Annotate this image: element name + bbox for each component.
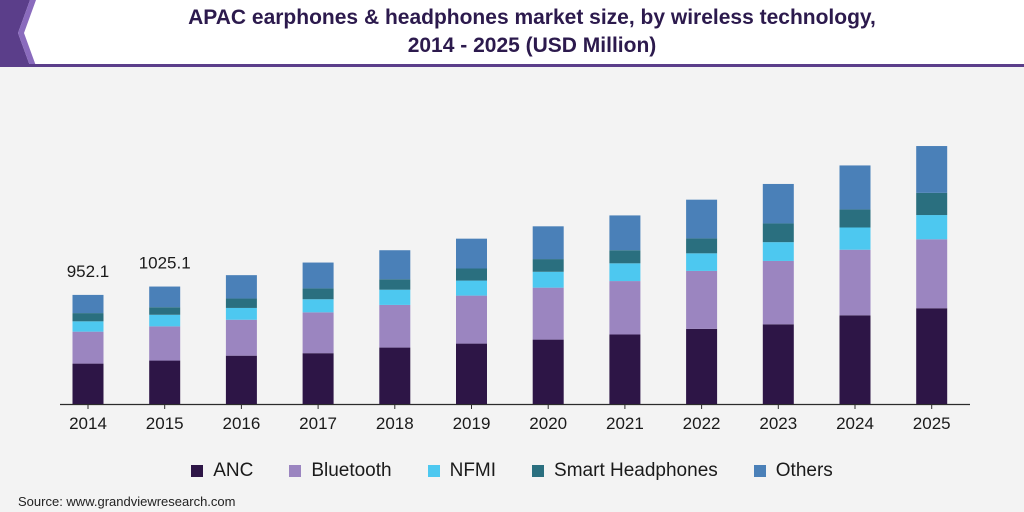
- legend-label-bluetooth: Bluetooth: [311, 460, 392, 481]
- legend-item-smart-headphones: Smart Headphones: [532, 460, 718, 482]
- bar-bluetooth-2018: [379, 304, 411, 348]
- bar-bluetooth-2014: [72, 331, 104, 364]
- bar-anc-2015: [149, 360, 181, 404]
- bar-bluetooth-2023: [762, 260, 794, 325]
- bar-others-2014: [72, 294, 104, 314]
- bar-nfmi-2014: [72, 321, 104, 332]
- bar-bluetooth-2015: [149, 326, 181, 361]
- legend-item-bluetooth: Bluetooth: [289, 460, 392, 482]
- bar-nfmi-2019: [456, 280, 487, 296]
- bar-smart-headphones-2017: [302, 288, 334, 300]
- bar-bluetooth-2016: [225, 319, 257, 356]
- x-tick-label-2017: 2017: [299, 414, 337, 433]
- bar-smart-headphones-2020: [532, 259, 564, 272]
- x-tick-label-2014: 2014: [69, 414, 107, 433]
- bar-others-2025: [916, 146, 948, 193]
- bar-others-2017: [302, 262, 334, 289]
- bar-anc-2017: [302, 353, 334, 404]
- bar-nfmi-2021: [609, 263, 641, 282]
- chart-legend: ANC Bluetooth NFMI Smart Headphones Others: [0, 458, 1024, 484]
- bar-others-2021: [609, 215, 641, 251]
- bar-smart-headphones-2025: [916, 192, 948, 216]
- bar-anc-2014: [72, 363, 104, 404]
- bar-smart-headphones-2024: [839, 209, 871, 228]
- bar-bluetooth-2017: [302, 312, 334, 354]
- bar-nfmi-2022: [686, 253, 718, 271]
- bar-smart-headphones-2018: [379, 279, 411, 290]
- chart-title: APAC earphones & headphones market size,…: [60, 4, 1004, 60]
- bar-nfmi-2024: [839, 227, 871, 250]
- bar-smart-headphones-2023: [762, 223, 794, 243]
- x-tick-label-2023: 2023: [759, 414, 797, 433]
- bar-others-2016: [225, 275, 257, 299]
- bar-nfmi-2020: [532, 271, 564, 288]
- legend-swatch-nfmi: [427, 465, 440, 477]
- x-tick-label-2018: 2018: [376, 414, 414, 433]
- bar-nfmi-2015: [149, 314, 181, 327]
- bar-smart-headphones-2016: [225, 298, 257, 308]
- legend-item-anc: ANC: [191, 460, 253, 482]
- legend-item-nfmi: NFMI: [427, 460, 497, 482]
- bar-anc-2024: [839, 315, 871, 404]
- bar-anc-2019: [456, 343, 487, 404]
- data-label-2015: 1025.1: [139, 254, 191, 273]
- x-tick-label-2015: 2015: [146, 414, 184, 433]
- bar-nfmi-2025: [916, 215, 948, 240]
- chart-title-line-1: APAC earphones & headphones market size,…: [188, 6, 876, 29]
- legend-swatch-others: [753, 465, 766, 477]
- bar-anc-2020: [532, 339, 564, 404]
- bar-bluetooth-2021: [609, 281, 641, 335]
- bar-anc-2021: [609, 334, 641, 404]
- bar-anc-2022: [686, 328, 718, 404]
- header-divider: [0, 64, 1024, 67]
- legend-label-others: Others: [775, 460, 833, 481]
- bar-nfmi-2023: [762, 242, 794, 261]
- x-tick-label-2020: 2020: [529, 414, 567, 433]
- stacked-bar-chart: 2014 952.1 2015 1025.1 2016 2017 2018 2019 2020 2…: [60, 146, 970, 433]
- legend-label-smart-headphones: Smart Headphones: [554, 460, 718, 481]
- x-tick-label-2019: 2019: [453, 414, 491, 433]
- x-tick-label-2025: 2025: [913, 414, 951, 433]
- bar-others-2024: [839, 165, 871, 210]
- x-tick-label-2022: 2022: [683, 414, 721, 433]
- bar-anc-2025: [916, 308, 948, 404]
- x-tick-label-2016: 2016: [222, 414, 260, 433]
- bar-smart-headphones-2021: [609, 250, 641, 264]
- bar-anc-2018: [379, 347, 411, 404]
- bar-bluetooth-2025: [916, 239, 948, 309]
- bar-bluetooth-2022: [686, 270, 718, 329]
- data-label-2014: 952.1: [67, 262, 110, 281]
- bar-others-2015: [149, 286, 181, 308]
- bar-anc-2016: [225, 355, 257, 404]
- legend-swatch-anc: [191, 465, 204, 477]
- x-tick-label-2021: 2021: [606, 414, 644, 433]
- bar-anc-2023: [762, 324, 794, 404]
- bar-nfmi-2016: [225, 307, 257, 320]
- legend-label-nfmi: NFMI: [449, 460, 497, 481]
- bar-nfmi-2017: [302, 299, 334, 313]
- bar-smart-headphones-2015: [149, 307, 181, 315]
- source-note: Source: www.grandviewresearch.com: [18, 494, 236, 509]
- chart-title-line-2: 2014 - 2025 (USD Million): [407, 34, 657, 57]
- brand-corner-icon: [0, 0, 36, 66]
- legend-label-anc: ANC: [213, 460, 254, 481]
- legend-item-others: Others: [753, 460, 833, 482]
- bar-bluetooth-2020: [532, 287, 564, 340]
- bar-bluetooth-2019: [456, 295, 487, 344]
- bar-bluetooth-2024: [839, 249, 871, 316]
- header: APAC earphones & headphones market size,…: [0, 0, 1024, 66]
- legend-swatch-bluetooth: [289, 465, 302, 477]
- bar-others-2019: [456, 238, 487, 269]
- bar-nfmi-2018: [379, 289, 411, 305]
- bar-others-2020: [532, 226, 564, 260]
- x-tick-label-2024: 2024: [836, 414, 874, 433]
- bar-others-2023: [762, 183, 794, 224]
- bar-others-2018: [379, 250, 411, 280]
- legend-swatch-smart-headphones: [532, 465, 545, 477]
- bar-smart-headphones-2019: [456, 268, 487, 281]
- bar-smart-headphones-2022: [686, 238, 718, 254]
- bar-others-2022: [686, 199, 718, 239]
- bar-smart-headphones-2014: [72, 313, 104, 322]
